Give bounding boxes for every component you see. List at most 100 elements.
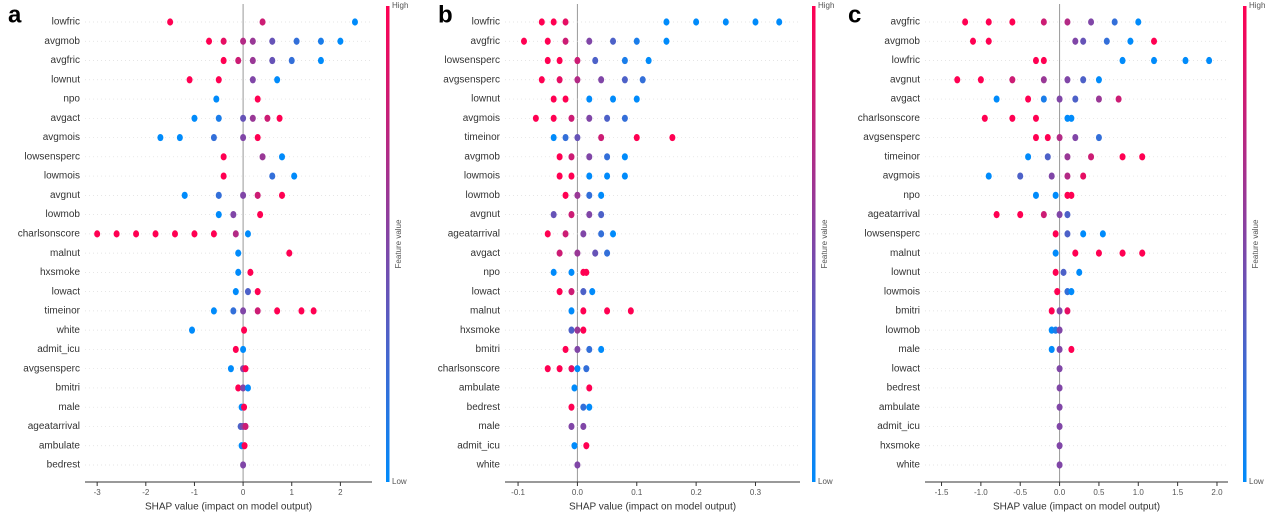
shap-point xyxy=(598,133,605,142)
shap-point xyxy=(317,56,324,65)
shap-point xyxy=(181,191,188,199)
shap-point xyxy=(1056,95,1063,103)
shap-point xyxy=(213,95,220,103)
shap-point xyxy=(1103,37,1110,45)
shap-point xyxy=(220,56,227,65)
colorbar xyxy=(812,6,816,482)
shap-point xyxy=(954,76,961,84)
shap-point xyxy=(240,345,247,354)
x-tick-label: -1 xyxy=(191,488,199,497)
shap-point xyxy=(1052,268,1059,276)
shap-point xyxy=(210,230,217,238)
shap-point xyxy=(241,326,248,334)
shap-point xyxy=(1076,268,1083,276)
shap-point xyxy=(230,307,237,315)
shap-point xyxy=(520,37,527,45)
shap-point xyxy=(562,345,569,354)
shap-point xyxy=(598,230,605,238)
x-tick-label: 1 xyxy=(290,488,295,497)
shap-point xyxy=(254,133,261,142)
feature-label: avgsensperc xyxy=(443,74,500,85)
feature-label: lownut xyxy=(51,74,80,85)
shap-point xyxy=(633,133,640,142)
shap-point xyxy=(1056,365,1063,373)
shap-point xyxy=(240,37,247,45)
shap-point xyxy=(1025,153,1032,161)
shap-point xyxy=(254,288,261,296)
feature-label: avgfric xyxy=(471,36,500,47)
shap-point xyxy=(264,114,271,122)
feature-label: admit_icu xyxy=(457,440,500,451)
shap-point xyxy=(562,37,569,45)
shap-point xyxy=(586,211,593,219)
feature-label: avgnut xyxy=(890,74,920,85)
shap-point xyxy=(598,345,605,354)
shap-point xyxy=(1151,56,1158,65)
shap-point xyxy=(1032,133,1039,142)
shap-point xyxy=(610,95,617,103)
shap-point xyxy=(586,384,593,392)
shap-point xyxy=(1009,18,1016,26)
shap-point xyxy=(1127,37,1134,45)
shap-point xyxy=(220,172,227,180)
colorbar xyxy=(386,6,390,482)
shap-point xyxy=(580,230,587,238)
shap-point xyxy=(1088,153,1095,161)
shap-point xyxy=(1060,268,1067,276)
feature-label: lowfric xyxy=(472,17,500,28)
shap-point xyxy=(317,37,324,45)
shap-point xyxy=(1056,345,1063,354)
x-tick-label: 0.2 xyxy=(691,488,703,497)
feature-label: avgmois xyxy=(43,132,80,143)
feature-label: charlsonscore xyxy=(438,363,501,374)
shap-point xyxy=(244,230,251,238)
shap-point xyxy=(550,18,557,26)
shap-point xyxy=(215,76,222,84)
shap-point xyxy=(1080,76,1087,84)
feature-label: timeinor xyxy=(464,132,500,143)
shap-point xyxy=(1056,211,1063,219)
shap-point xyxy=(1032,114,1039,122)
shap-point xyxy=(663,37,670,45)
feature-label: avgsensperc xyxy=(863,132,920,143)
feature-label: lownut xyxy=(891,267,920,278)
shap-point xyxy=(592,56,599,65)
shap-point xyxy=(621,56,628,65)
feature-label: ageatarrival xyxy=(28,421,80,432)
shap-point xyxy=(1056,461,1063,469)
shap-point xyxy=(580,422,587,431)
feature-label: ageatarrival xyxy=(868,209,920,220)
shap-point xyxy=(985,37,992,45)
shap-point xyxy=(254,95,261,103)
shap-point xyxy=(568,307,575,315)
feature-label: charlsonscore xyxy=(858,113,921,124)
shap-point xyxy=(227,365,234,373)
shap-point xyxy=(580,288,587,296)
shap-point xyxy=(544,37,551,45)
shap-point xyxy=(1064,18,1071,26)
colorbar-high: High xyxy=(818,1,834,10)
shap-point xyxy=(157,133,164,142)
shap-point xyxy=(1025,95,1032,103)
shap-point xyxy=(604,172,611,180)
x-tick-label: 2 xyxy=(338,488,343,497)
shap-point xyxy=(298,307,305,315)
shap-point xyxy=(556,56,563,65)
shap-point xyxy=(574,365,581,373)
shap-point xyxy=(1068,114,1075,122)
shap-point xyxy=(1044,153,1051,161)
shap-point xyxy=(152,230,159,238)
shap-point xyxy=(176,133,183,142)
shap-point xyxy=(1068,288,1075,296)
feature-label: lowact xyxy=(892,363,921,374)
panel-letter: b xyxy=(438,1,453,28)
shap-point xyxy=(568,403,575,411)
shap-point xyxy=(191,114,198,122)
feature-label: ambulate xyxy=(879,402,921,413)
shap-point xyxy=(249,37,256,45)
shap-point xyxy=(580,326,587,334)
feature-label: bmitri xyxy=(476,344,500,355)
shap-point xyxy=(544,56,551,65)
feature-label: avgfric xyxy=(51,55,80,66)
shap-point xyxy=(1052,191,1059,199)
